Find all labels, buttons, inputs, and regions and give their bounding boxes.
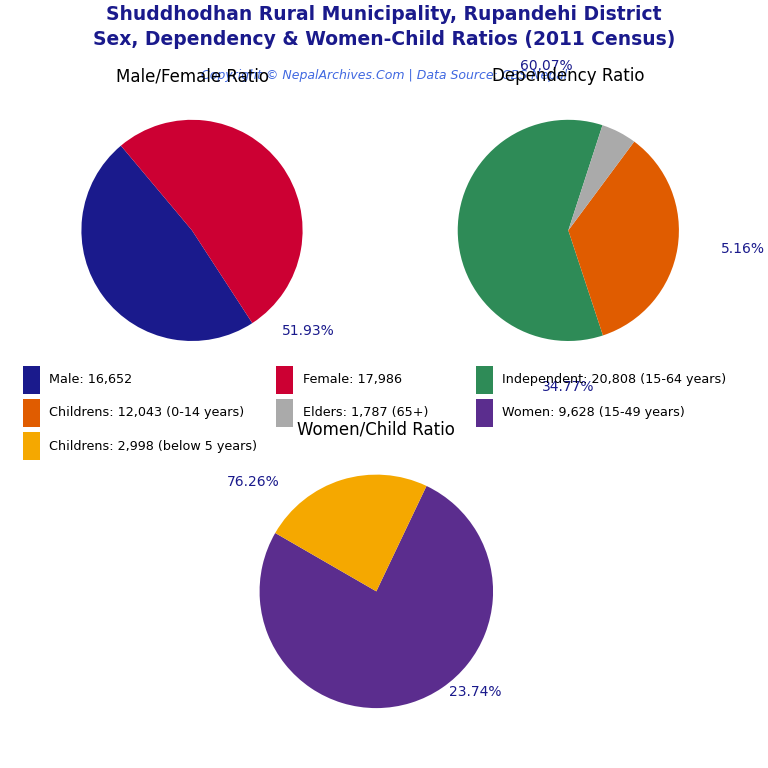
FancyBboxPatch shape	[23, 432, 40, 460]
Wedge shape	[568, 141, 679, 336]
FancyBboxPatch shape	[276, 399, 293, 427]
Text: 76.26%: 76.26%	[227, 475, 280, 489]
Title: Dependency Ratio: Dependency Ratio	[492, 67, 644, 85]
Text: Male: 16,652: Male: 16,652	[49, 373, 132, 386]
Text: Independent: 20,808 (15-64 years): Independent: 20,808 (15-64 years)	[502, 373, 727, 386]
Wedge shape	[458, 120, 603, 341]
Text: 51.93%: 51.93%	[282, 324, 335, 339]
Title: Women/Child Ratio: Women/Child Ratio	[297, 420, 455, 439]
Text: Copyright © NepalArchives.Com | Data Source: CBS Nepal: Copyright © NepalArchives.Com | Data Sou…	[201, 69, 567, 82]
FancyBboxPatch shape	[23, 399, 40, 427]
Wedge shape	[275, 475, 426, 591]
Text: Female: 17,986: Female: 17,986	[303, 373, 402, 386]
FancyBboxPatch shape	[476, 366, 493, 393]
FancyBboxPatch shape	[23, 366, 40, 393]
Text: Elders: 1,787 (65+): Elders: 1,787 (65+)	[303, 406, 428, 419]
Text: Childrens: 2,998 (below 5 years): Childrens: 2,998 (below 5 years)	[49, 439, 257, 452]
Wedge shape	[260, 486, 493, 708]
Text: Women: 9,628 (15-49 years): Women: 9,628 (15-49 years)	[502, 406, 685, 419]
Wedge shape	[121, 120, 303, 323]
Wedge shape	[568, 125, 634, 230]
Wedge shape	[81, 146, 253, 341]
Text: 34.77%: 34.77%	[542, 379, 594, 394]
FancyBboxPatch shape	[276, 366, 293, 393]
Text: 60.07%: 60.07%	[520, 59, 572, 73]
Text: 23.74%: 23.74%	[449, 685, 502, 700]
Text: 5.16%: 5.16%	[720, 241, 764, 256]
Title: Male/Female Ratio: Male/Female Ratio	[115, 67, 269, 85]
Text: Childrens: 12,043 (0-14 years): Childrens: 12,043 (0-14 years)	[49, 406, 244, 419]
Text: Shuddhodhan Rural Municipality, Rupandehi District
Sex, Dependency & Women-Child: Shuddhodhan Rural Municipality, Rupandeh…	[93, 5, 675, 48]
FancyBboxPatch shape	[476, 399, 493, 427]
